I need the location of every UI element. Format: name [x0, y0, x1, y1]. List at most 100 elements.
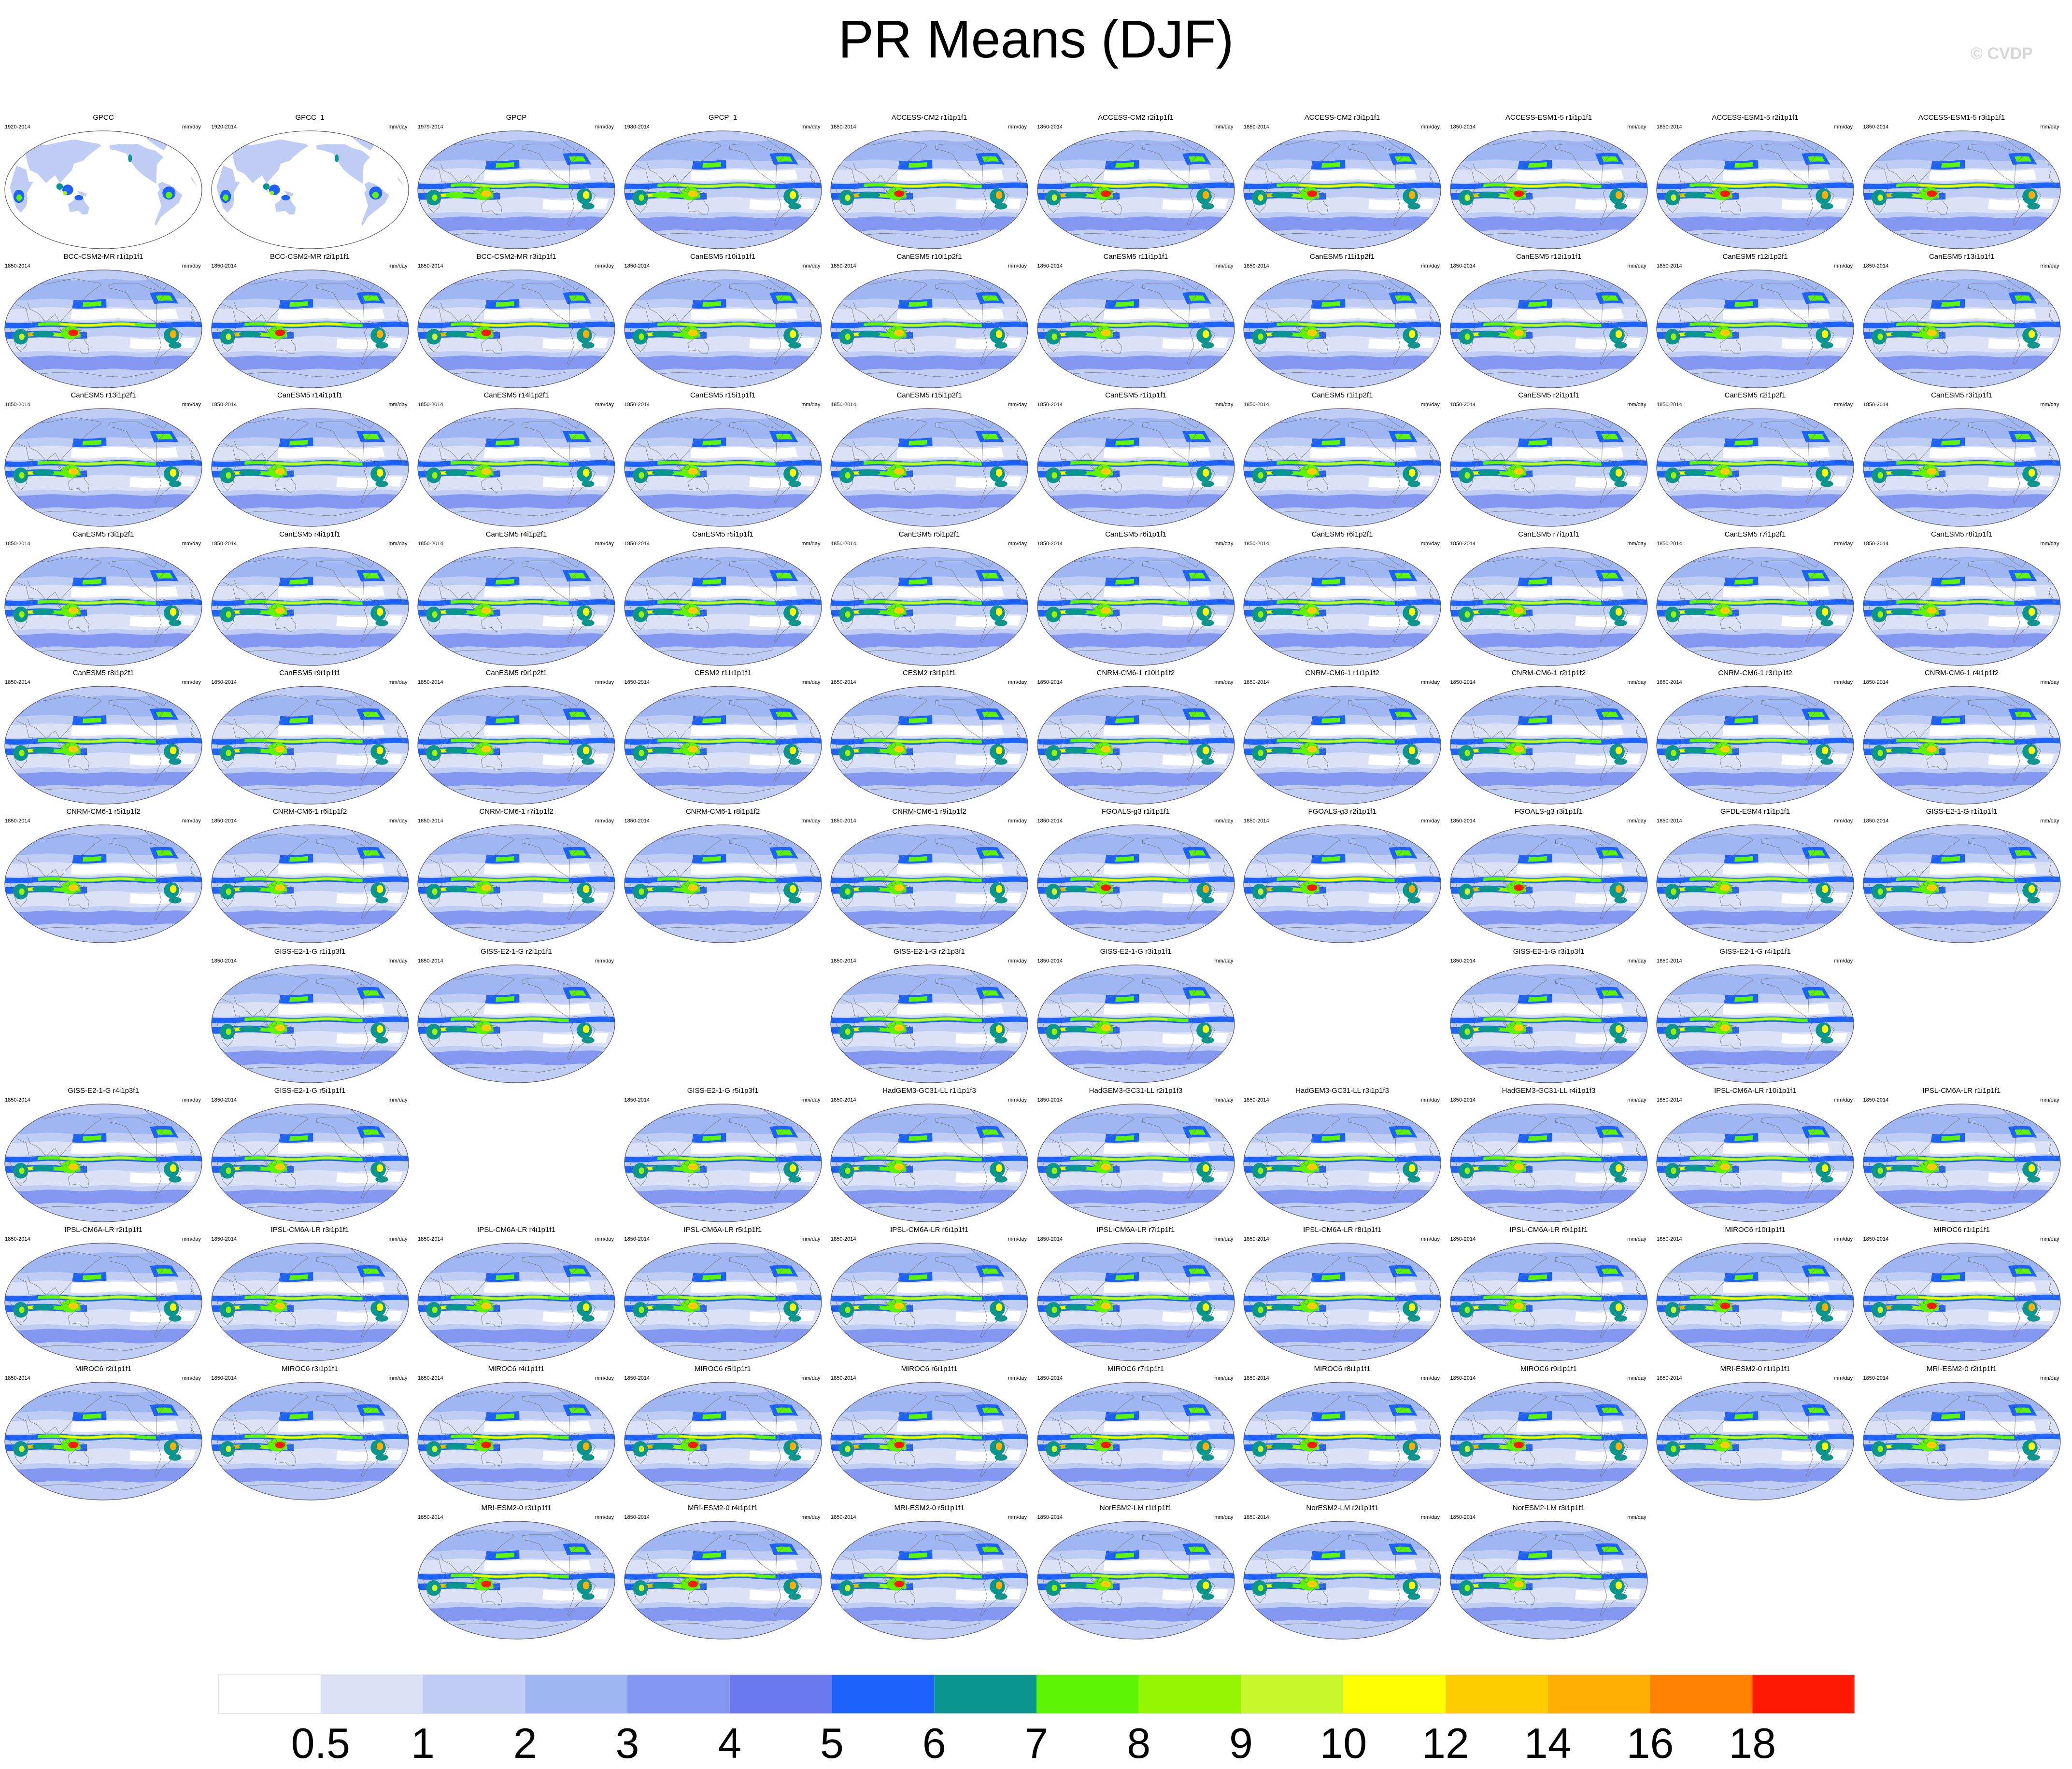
amazon-max	[1615, 468, 1622, 477]
precip-map	[1656, 1382, 1854, 1500]
dry-desert	[1722, 1003, 1830, 1015]
indian-ocean-itcz	[1477, 1443, 1500, 1450]
itcz-max	[266, 1157, 342, 1160]
map-border	[624, 130, 822, 249]
precip-field	[211, 825, 409, 943]
map-border	[1656, 824, 1854, 943]
storm-track-pacific-core	[496, 301, 514, 307]
africa-max	[432, 1028, 438, 1035]
precip-field	[1037, 548, 1235, 665]
maritime-continent-max	[688, 190, 698, 197]
midlat-south	[839, 1468, 1020, 1483]
midlat-north	[633, 140, 812, 161]
coastline	[57, 603, 63, 611]
coastline	[1728, 468, 1739, 475]
dry-southeast-pacific	[1987, 338, 2054, 350]
panel-units: mm/day	[595, 402, 614, 408]
africa-max	[1051, 1028, 1057, 1035]
map-border	[624, 547, 822, 666]
panel-title: IPSL-CM6A-LR r7i1p1f1	[1096, 1226, 1175, 1234]
panel-years: 1850-2014	[418, 402, 443, 408]
panel-years: 1850-2014	[5, 263, 30, 269]
precip-field	[624, 270, 822, 388]
dry-southeast-pacific	[336, 892, 402, 905]
map-panel: IPSL-CM6A-LR r4i1p1f1 1850-2014 mm/day	[415, 1226, 618, 1363]
coastline	[2013, 598, 2041, 643]
coastline	[361, 598, 389, 643]
dry-desert	[277, 1420, 385, 1432]
precip-map	[1862, 1243, 2061, 1361]
coastline	[315, 1117, 370, 1158]
storm-track-pacific-core	[1734, 301, 1753, 307]
coastline	[1806, 1016, 1835, 1061]
coastline	[1295, 464, 1302, 472]
coastline	[1502, 1020, 1509, 1028]
coastline	[1661, 721, 1850, 768]
coastline	[1600, 598, 1628, 643]
dry-southeast-pacific	[749, 198, 815, 211]
amazon-max	[170, 885, 177, 893]
coastline	[481, 474, 502, 493]
dry-desert	[1516, 308, 1624, 320]
coastline	[1315, 1164, 1326, 1170]
amazon-max	[789, 1164, 796, 1172]
amazon-max	[1408, 746, 1416, 754]
dry-southeast-pacific	[1781, 1033, 1847, 1045]
itcz-max	[1298, 1157, 1374, 1160]
midlat-south	[14, 633, 194, 648]
coastline	[1502, 603, 1509, 611]
dry-southeast-pacific	[129, 338, 196, 350]
dry-desert	[1103, 1559, 1211, 1571]
itcz-max	[1505, 323, 1581, 326]
coastline	[856, 927, 980, 933]
precip-map	[624, 130, 822, 249]
sacz	[582, 620, 595, 626]
dry-desert	[1103, 1281, 1211, 1293]
precip-field	[624, 409, 822, 526]
precip-map	[417, 1382, 615, 1500]
storm-track-pacific-core	[702, 301, 721, 307]
sacz	[375, 758, 388, 765]
colorbar-tick-label: 9	[1229, 1719, 1253, 1767]
indian-ocean-itcz	[32, 1443, 55, 1450]
africa-max	[432, 194, 438, 201]
indian-ocean-itcz	[1064, 747, 1087, 754]
panel-units: mm/day	[801, 541, 821, 547]
indian-ocean-itcz	[445, 1026, 468, 1033]
midlat-south	[839, 772, 1020, 787]
storm-track-pacific-core	[1941, 717, 1960, 723]
sacz	[582, 1315, 595, 1322]
maritime-continent-max	[1307, 329, 1317, 336]
coastline	[1935, 746, 1946, 752]
coastline	[1063, 1206, 1187, 1212]
coastline	[1476, 650, 1600, 655]
panel-units: mm/day	[1214, 402, 1234, 408]
coastline	[1306, 891, 1328, 909]
dry-southeast-pacific	[129, 1172, 196, 1184]
itcz-max	[1711, 1157, 1787, 1160]
coastline	[1967, 143, 2022, 184]
panel-title: ACCESS-ESM1-5 r3i1p1f1	[1918, 113, 2005, 122]
coastline	[676, 880, 683, 888]
precip-field	[211, 548, 409, 665]
coastline	[65, 325, 71, 332]
africa-max	[1258, 1167, 1263, 1175]
maritime-continent-max	[481, 1302, 491, 1309]
coastline	[1348, 1117, 1403, 1158]
precip-field	[624, 686, 822, 804]
maritime-continent-max	[1514, 1024, 1524, 1031]
coastline	[315, 837, 370, 878]
indian-ocean-itcz	[652, 1304, 674, 1311]
coastline	[1926, 474, 1948, 493]
map-panel: CanESM5 r15i1p1f1 1850-2014 mm/day	[622, 391, 824, 529]
coastline	[68, 474, 89, 493]
midlat-south	[633, 494, 813, 509]
coastline	[894, 891, 915, 909]
storm-track-pacific-core	[1528, 301, 1547, 307]
panel-years: 1850-2014	[624, 541, 650, 547]
precip-max	[56, 183, 63, 190]
amazon-max	[376, 1303, 383, 1311]
dry-southeast-pacific	[1781, 1450, 1847, 1462]
storm-track-pacific-core	[1321, 301, 1340, 307]
indian-ocean-itcz	[1684, 609, 1706, 615]
